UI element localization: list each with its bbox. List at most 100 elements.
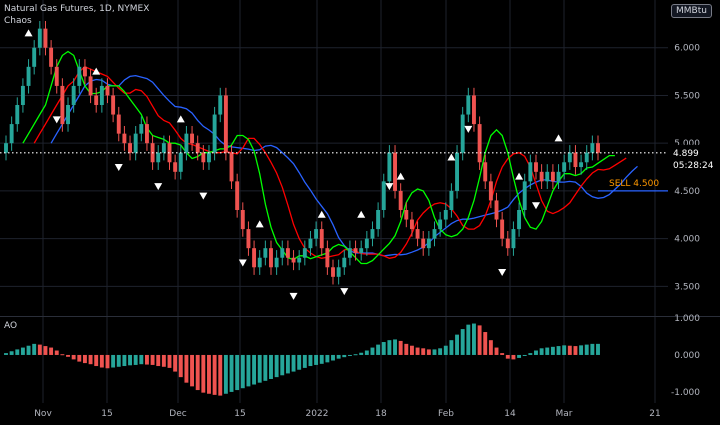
- chart-title: Natural Gas Futures, 1D, NYMEX: [4, 4, 150, 14]
- ao-bar: [252, 354, 257, 385]
- ao-bar: [280, 354, 285, 376]
- candle-body: [60, 85, 65, 125]
- fractal-down-marker: [498, 269, 507, 277]
- candle-body: [173, 162, 178, 172]
- ao-bar: [528, 353, 533, 355]
- candle-body: [438, 219, 443, 230]
- ao-bar: [223, 354, 228, 394]
- candle-body: [252, 248, 257, 268]
- candle-body: [49, 47, 54, 67]
- ao-bar: [500, 353, 505, 355]
- candle-body: [88, 76, 93, 96]
- ao-bar: [319, 354, 324, 364]
- candle-body: [291, 257, 296, 263]
- x-tick-label: Mar: [556, 409, 573, 419]
- candle-body: [370, 229, 375, 239]
- fractal-down-marker: [238, 259, 247, 267]
- candle-body: [201, 152, 206, 163]
- ao-bar: [477, 325, 482, 355]
- candle-body: [4, 143, 8, 153]
- candle-body: [432, 229, 437, 239]
- ao-bar: [269, 354, 273, 379]
- ao-bar: [432, 349, 437, 355]
- ao-bar: [201, 354, 206, 393]
- ao-bar: [212, 354, 217, 395]
- x-tick-label: Dec: [169, 409, 186, 419]
- ao-bar: [308, 354, 313, 367]
- ao-bar: [302, 354, 307, 368]
- ao-bar: [488, 340, 493, 355]
- ao-bar: [494, 347, 499, 355]
- candle-body: [9, 124, 14, 144]
- fractal-down-marker: [464, 125, 473, 133]
- ao-bar: [9, 351, 14, 355]
- ao-bar: [438, 348, 443, 355]
- candle-body: [235, 181, 240, 210]
- fractal-up-marker: [554, 134, 563, 142]
- candle-body: [308, 238, 313, 249]
- ao-bar: [246, 354, 251, 387]
- candle-body: [567, 152, 572, 163]
- ao-bar: [77, 354, 82, 362]
- ao-bar: [263, 354, 268, 381]
- ao-bar: [133, 354, 138, 365]
- ao-bar: [381, 342, 386, 355]
- candle-body: [105, 85, 110, 96]
- candle-body: [184, 133, 189, 153]
- ao-bar: [26, 345, 31, 355]
- ao-bar: [161, 354, 166, 367]
- candle-body: [207, 152, 211, 163]
- candle-body: [556, 171, 561, 182]
- ao-histogram: [4, 323, 600, 396]
- ao-bar: [88, 354, 93, 365]
- ao-bar: [314, 354, 319, 365]
- ao-bar: [32, 343, 37, 355]
- y-tick-label: 4.500: [674, 187, 700, 197]
- candle-body: [37, 28, 42, 48]
- x-tick-label: Nov: [34, 409, 52, 419]
- candle-body: [161, 143, 166, 153]
- fractal-up-marker: [317, 210, 326, 218]
- candle-body: [550, 171, 555, 182]
- candle-body: [325, 248, 330, 268]
- ao-bar: [409, 345, 414, 355]
- candle-body: [263, 248, 268, 258]
- ao-bar: [139, 354, 144, 365]
- candle-body: [500, 219, 505, 239]
- y-tick-label: 5.000: [674, 139, 700, 149]
- candle-body: [54, 66, 59, 86]
- candle-body: [218, 95, 223, 115]
- candle-body: [77, 66, 82, 86]
- y-tick-label: 5.500: [674, 91, 700, 101]
- ao-bar: [596, 343, 600, 355]
- ao-bar: [460, 329, 465, 355]
- candle-body: [353, 248, 358, 253]
- ao-bar: [579, 345, 584, 355]
- ao-bar: [49, 347, 54, 355]
- candle-body: [359, 248, 364, 253]
- teeth-line: [33, 66, 627, 259]
- x-tick-label: 15: [101, 409, 112, 419]
- fractal-up-marker: [447, 153, 456, 161]
- ao-bar: [398, 340, 403, 355]
- ao-bar: [235, 354, 240, 391]
- candle-body: [297, 257, 302, 263]
- ao-bar: [466, 324, 471, 355]
- candle-body: [240, 210, 245, 230]
- ao-bar: [37, 344, 42, 355]
- ao-bar: [173, 354, 178, 372]
- x-tick-label: 15: [234, 409, 245, 419]
- ao-bar: [54, 350, 59, 355]
- ao-bar: [128, 354, 132, 366]
- ao-bar: [387, 340, 392, 355]
- ao-bar: [257, 354, 262, 383]
- ao-bar: [43, 346, 48, 355]
- unit-badge[interactable]: MMBtu: [671, 4, 712, 18]
- candle-body: [139, 124, 144, 134]
- candle-body: [505, 238, 510, 249]
- ao-bar: [99, 354, 104, 368]
- candle-body: [331, 267, 335, 277]
- candle-body: [494, 200, 499, 220]
- ao-bar: [426, 349, 431, 355]
